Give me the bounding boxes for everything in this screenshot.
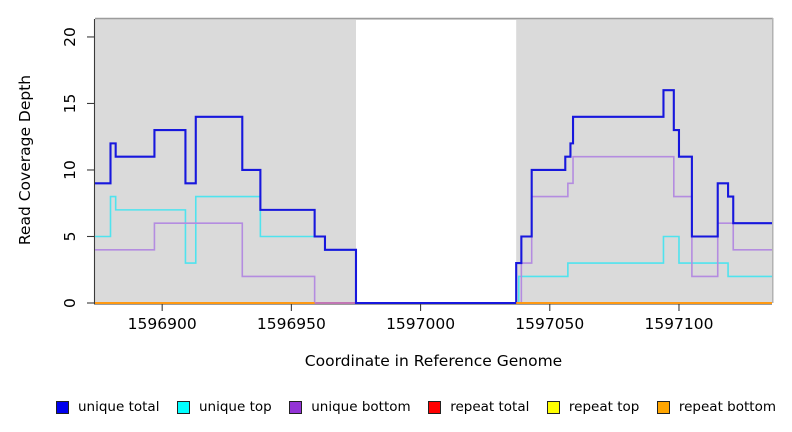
repeat-bottom-swatch-icon: [656, 400, 670, 414]
y-axis-title: Read Coverage Depth: [16, 74, 34, 246]
legend-item-repeat-total: repeat total: [428, 399, 529, 415]
legend-label: unique top: [199, 399, 272, 415]
svg-text:10: 10: [61, 160, 79, 180]
legend-item-repeat-bottom: repeat bottom: [656, 399, 776, 415]
x-axis-title: Coordinate in Reference Genome: [304, 352, 563, 370]
svg-text:5: 5: [61, 232, 79, 242]
legend-item-unique-bottom: unique bottom: [289, 399, 411, 415]
unique-top-swatch-icon: [177, 400, 190, 414]
legend-label: unique bottom: [311, 399, 411, 415]
legend-label: repeat top: [568, 399, 640, 415]
unique-bottom-swatch-icon: [289, 400, 303, 414]
svg-text:1597100: 1597100: [644, 315, 713, 333]
legend-item-unique-total: unique total: [56, 399, 159, 415]
legend-label: repeat bottom: [678, 399, 776, 415]
unique-total-swatch-icon: [56, 400, 69, 414]
svg-text:15: 15: [61, 94, 79, 114]
repeat-total-swatch-icon: [428, 400, 442, 414]
svg-text:1596900: 1596900: [128, 315, 197, 333]
repeat-top-swatch-icon: [546, 400, 560, 414]
legend: unique total unique top unique bottom re…: [56, 399, 776, 415]
svg-text:20: 20: [61, 27, 79, 47]
svg-text:1596950: 1596950: [257, 315, 326, 333]
legend-item-unique-top: unique top: [177, 399, 272, 415]
svg-text:1597050: 1597050: [515, 315, 584, 333]
svg-text:0: 0: [61, 298, 79, 308]
legend-label: repeat total: [450, 399, 530, 415]
coverage-chart: 1596900 1596950 1597000 1597050 1597100 0 5 10 1…: [61, 17, 774, 333]
svg-text:1597000: 1597000: [386, 315, 455, 333]
legend-label: unique total: [78, 399, 160, 415]
legend-item-repeat-top: repeat top: [546, 399, 640, 415]
